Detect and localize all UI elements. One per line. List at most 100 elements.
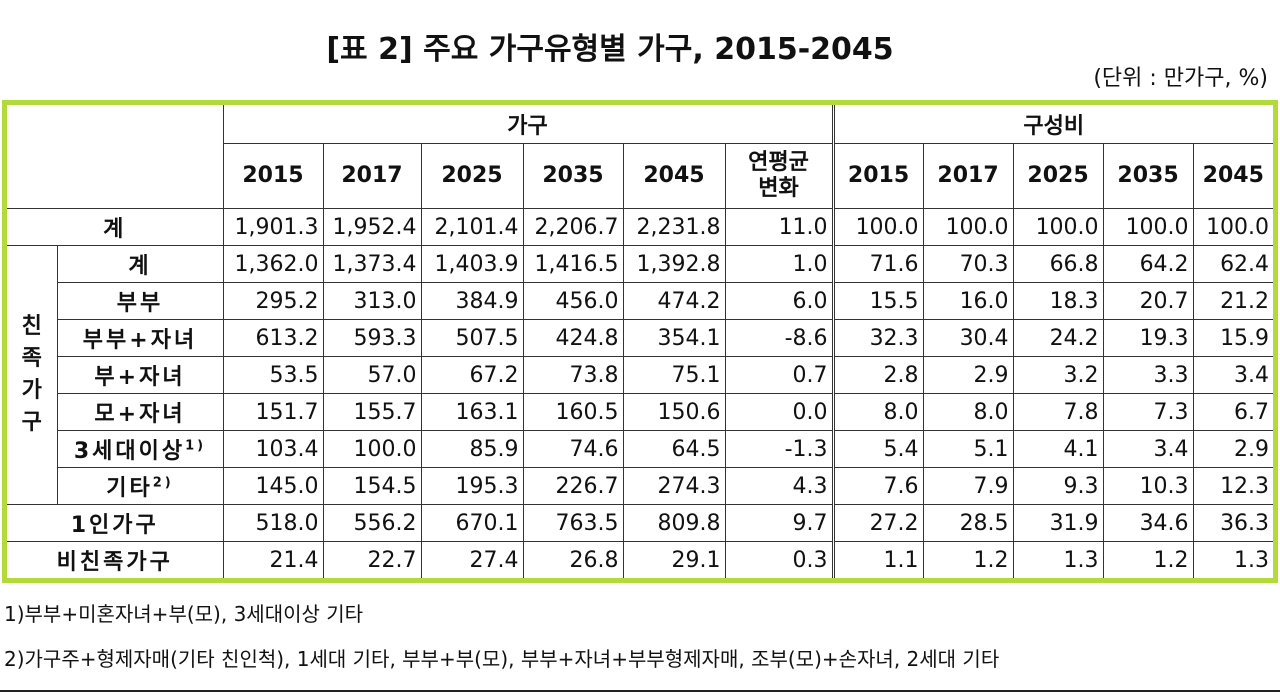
column-header: 2015 <box>223 143 324 209</box>
value-cell: 26.8 <box>522 541 624 578</box>
value-cell: 73.8 <box>522 356 624 394</box>
body-row: 기타2) 145.0 154.5 195.3 226.7 274.3 4.3 7.6 7.9 9.… <box>7 467 1274 505</box>
value-cell: 151.7 <box>222 393 324 431</box>
value-cell: 0.7 <box>724 356 835 394</box>
row-label: 계 <box>7 208 224 246</box>
value-cell: 27.4 <box>420 541 524 578</box>
value-cell: 456.0 <box>522 282 624 320</box>
value-cell: 2,101.4 <box>420 208 524 246</box>
value-cell: 809.8 <box>622 504 726 542</box>
row-label: 계 <box>56 245 224 283</box>
value-cell: 64.5 <box>622 430 726 468</box>
value-cell: 31.9 <box>1012 504 1104 542</box>
value-cell: 22.7 <box>322 541 422 578</box>
value-cell: 1.0 <box>724 245 835 283</box>
body-row: 1인가구 518.0 556.2 670.1 763.5 809.8 9.7 27.2 28.5… <box>7 504 1274 542</box>
value-cell: 2,231.8 <box>622 208 726 246</box>
column-header: 2035 <box>1102 143 1194 209</box>
group-header: 가구 <box>222 105 835 144</box>
row-label-text: 부부 <box>116 291 164 316</box>
body-row: 3세대이상1) 103.4 100.0 85.9 74.6 64.5 -1.3 5.4 5.1 4… <box>7 430 1274 468</box>
value-cell: 9.7 <box>724 504 835 542</box>
value-cell: 195.3 <box>420 467 524 505</box>
value-cell: 32.3 <box>832 319 924 357</box>
value-cell: 66.8 <box>1012 245 1104 283</box>
value-cell: 27.2 <box>832 504 924 542</box>
value-cell: -8.6 <box>724 319 835 357</box>
value-cell: 100.0 <box>1192 208 1274 246</box>
footnote: 2)가구주+형제자매(기타 친인척), 1세대 기타, 부부+부(모), 부부+… <box>4 647 1000 671</box>
value-cell: 556.2 <box>322 504 422 542</box>
value-cell: 2.9 <box>922 356 1014 394</box>
header-row: 가구 구성비 <box>7 105 1274 209</box>
value-cell: 7.6 <box>832 467 924 505</box>
value-cell: 100.0 <box>322 430 422 468</box>
value-cell: 1.3 <box>1012 541 1104 578</box>
row-label-text: 부부+자녀 <box>82 328 198 353</box>
value-cell: 1.1 <box>832 541 924 578</box>
value-cell: 145.0 <box>222 467 324 505</box>
body-row: 비친족가구 21.4 22.7 27.4 26.8 29.1 0.3 1.1 1.2 1.3 1.2… <box>7 541 1274 578</box>
table-box: 가구 구성비 2015 2017 2025 2035 2045 연평균 변화 2015 2017 2… <box>2 100 1278 583</box>
value-cell: 354.1 <box>622 319 726 357</box>
row-label-text: 계 <box>128 254 152 279</box>
value-cell: 9.3 <box>1012 467 1104 505</box>
value-cell: 7.3 <box>1102 393 1194 431</box>
value-cell: 6.7 <box>1192 393 1274 431</box>
body-row: 계 1,901.3 1,952.4 2,101.4 2,206.7 2,231.8 11.0… <box>7 208 1274 246</box>
value-cell: 226.7 <box>522 467 624 505</box>
column-header: 2025 <box>420 143 524 209</box>
value-cell: 1,362.0 <box>222 245 324 283</box>
value-cell: 12.3 <box>1192 467 1274 505</box>
value-cell: 670.1 <box>420 504 524 542</box>
value-cell: 19.3 <box>1102 319 1194 357</box>
column-header: 2015 <box>832 143 924 209</box>
column-header: 2017 <box>922 143 1014 209</box>
row-label-text: 모+자녀 <box>94 402 186 427</box>
row-label-text: 계 <box>103 217 127 242</box>
value-cell: 1,952.4 <box>322 208 422 246</box>
value-cell: 15.5 <box>832 282 924 320</box>
value-cell: 1.3 <box>1192 541 1274 578</box>
value-cell: 100.0 <box>1012 208 1104 246</box>
value-cell: 20.7 <box>1102 282 1194 320</box>
row-label: 부+자녀 <box>57 356 224 394</box>
value-cell: 274.3 <box>622 467 726 505</box>
value-cell: 613.2 <box>222 319 324 357</box>
column-header: 2045 <box>1192 143 1274 209</box>
corner-cell <box>7 105 224 209</box>
value-cell: 0.3 <box>724 541 835 578</box>
value-cell: 30.4 <box>922 319 1014 357</box>
value-cell: 64.2 <box>1102 245 1194 283</box>
value-cell: 3.4 <box>1192 356 1274 394</box>
value-cell: 1,416.5 <box>522 245 624 283</box>
value-cell: 62.4 <box>1192 245 1274 283</box>
value-cell: 384.9 <box>420 282 524 320</box>
value-cell: 21.4 <box>222 541 324 578</box>
unit: (단위 : 만가구, %) <box>1093 66 1268 91</box>
row-label: 부부 <box>57 282 224 320</box>
value-cell: 18.3 <box>1012 282 1104 320</box>
group-label: 친족가구 <box>7 245 58 505</box>
value-cell: 24.2 <box>1012 319 1104 357</box>
row-label: 부부+자녀 <box>57 319 224 357</box>
footnote-mark: 1) <box>185 438 207 454</box>
value-cell: 313.0 <box>322 282 422 320</box>
body-row: 모+자녀 151.7 155.7 163.1 160.5 150.6 0.0 8.0 8.0 7.… <box>7 393 1274 431</box>
value-cell: 163.1 <box>420 393 524 431</box>
value-cell: 1.2 <box>922 541 1014 578</box>
value-cell: 74.6 <box>522 430 624 468</box>
value-cell: 28.5 <box>922 504 1014 542</box>
footnote-mark: 2) <box>152 475 174 491</box>
value-cell: 1,901.3 <box>222 208 324 246</box>
value-cell: 5.4 <box>832 430 924 468</box>
value-cell: 518.0 <box>222 504 324 542</box>
column-header: 2017 <box>322 143 422 209</box>
value-cell: 11.0 <box>724 208 835 246</box>
value-cell: 763.5 <box>522 504 624 542</box>
value-cell: 507.5 <box>420 319 524 357</box>
value-cell: 21.2 <box>1192 282 1274 320</box>
value-cell: 10.3 <box>1102 467 1194 505</box>
value-cell: 295.2 <box>222 282 324 320</box>
